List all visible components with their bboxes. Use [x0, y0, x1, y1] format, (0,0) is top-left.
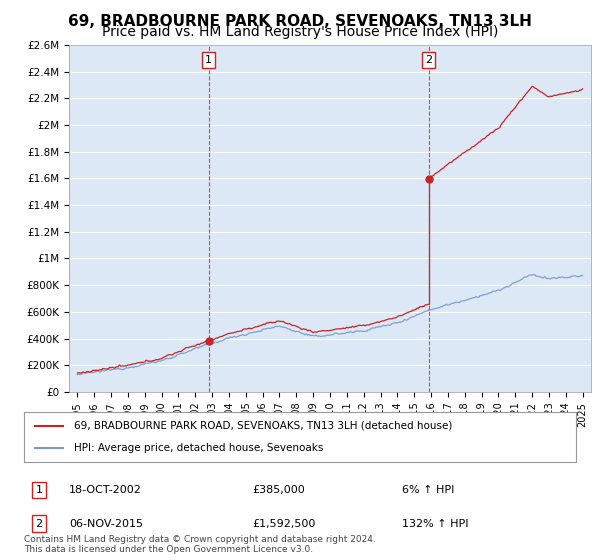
Text: 132% ↑ HPI: 132% ↑ HPI [402, 519, 469, 529]
Text: £385,000: £385,000 [252, 485, 305, 495]
Text: 6% ↑ HPI: 6% ↑ HPI [402, 485, 454, 495]
Text: HPI: Average price, detached house, Sevenoaks: HPI: Average price, detached house, Seve… [74, 443, 323, 453]
Text: 69, BRADBOURNE PARK ROAD, SEVENOAKS, TN13 3LH: 69, BRADBOURNE PARK ROAD, SEVENOAKS, TN1… [68, 14, 532, 29]
Text: 1: 1 [205, 55, 212, 65]
Text: 2: 2 [425, 55, 432, 65]
Text: 2: 2 [35, 519, 43, 529]
Text: Price paid vs. HM Land Registry's House Price Index (HPI): Price paid vs. HM Land Registry's House … [102, 25, 498, 39]
Text: 69, BRADBOURNE PARK ROAD, SEVENOAKS, TN13 3LH (detached house): 69, BRADBOURNE PARK ROAD, SEVENOAKS, TN1… [74, 421, 452, 431]
Text: Contains HM Land Registry data © Crown copyright and database right 2024.
This d: Contains HM Land Registry data © Crown c… [24, 535, 376, 554]
Text: 06-NOV-2015: 06-NOV-2015 [69, 519, 143, 529]
Text: £1,592,500: £1,592,500 [252, 519, 316, 529]
Text: 1: 1 [35, 485, 43, 495]
Text: 18-OCT-2002: 18-OCT-2002 [69, 485, 142, 495]
